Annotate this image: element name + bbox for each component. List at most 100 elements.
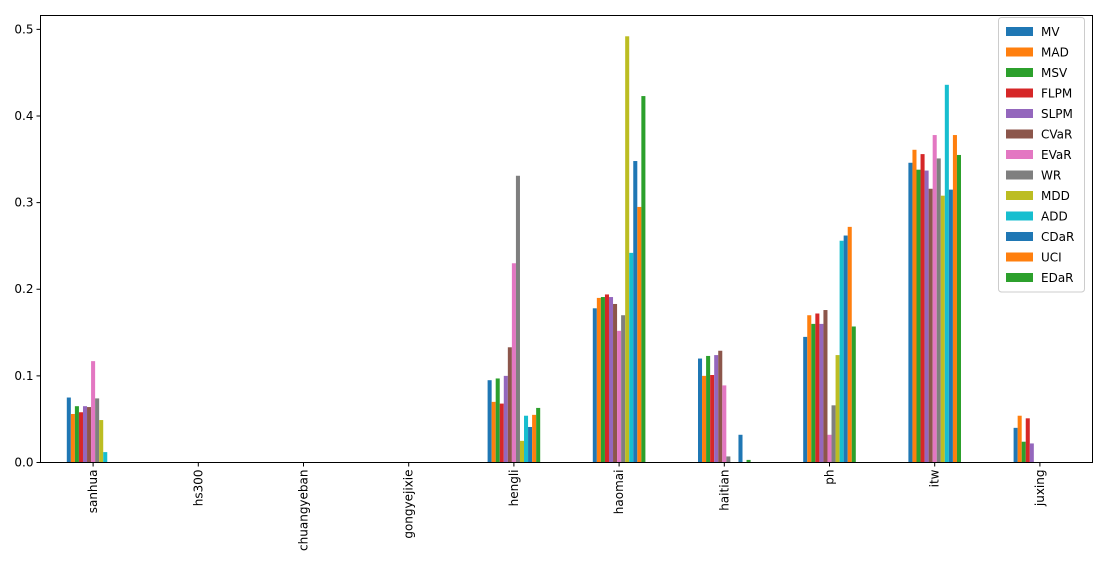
bar-MDD-ph (835, 355, 840, 463)
bar-MSV-haomai (600, 297, 605, 463)
bar-MAD-juxing (1017, 415, 1022, 463)
bar-ADD-sanhua (103, 452, 108, 463)
legend-label: WR (1041, 169, 1061, 183)
legend-swatch (1006, 252, 1033, 262)
bar-CVaR-ph (823, 310, 828, 463)
legend-swatch (1006, 232, 1033, 241)
bar-EVaR-haitian (722, 385, 727, 463)
legend-swatch (1006, 47, 1033, 57)
bar-MSV-itw (916, 169, 921, 463)
bar-UCI-hengli (532, 414, 537, 463)
bar-MDD-hengli (519, 440, 525, 463)
legend-label: UCI (1041, 251, 1062, 265)
x-tick-label: hengli (507, 470, 521, 507)
bar-UCI-itw (952, 135, 957, 463)
bar-FLPM-haomai (604, 294, 609, 463)
bar-MAD-hengli (491, 401, 496, 463)
bar-CDaR-haitian (738, 434, 743, 463)
bar-MV-ph (803, 336, 808, 463)
legend-label: SLPM (1041, 107, 1073, 121)
bar-EVaR-itw (932, 135, 937, 463)
bar-SLPM-haitian (714, 355, 719, 463)
bar-MV-haomai (592, 308, 597, 463)
y-axis: 0.0 0.1 0.2 0.3 0.4 0.5 (14, 22, 41, 470)
legend-label: ADD (1041, 210, 1068, 224)
bar-EDaR-ph (851, 326, 856, 463)
bar-SLPM-juxing (1029, 443, 1034, 463)
x-tick-label: juxing (1033, 470, 1047, 508)
y-tick-label: 0.3 (14, 196, 33, 210)
bar-SLPM-ph (819, 323, 824, 463)
x-tick-label: haomai (612, 470, 626, 515)
bar-ADD-hengli (524, 415, 529, 463)
bar-MV-hengli (487, 380, 492, 463)
bar-EVaR-hengli (511, 263, 516, 463)
x-axis: sanhua hs300 chuangyeban gongyejixie hengli h… (86, 462, 1047, 551)
bar-CVaR-haomai (613, 303, 618, 463)
x-tick-label: haitian (717, 470, 731, 511)
bar-ADD-haomai (629, 252, 634, 463)
bar-FLPM-hengli (499, 403, 504, 463)
bar-MDD-sanhua (99, 420, 104, 463)
x-tick-label: sanhua (86, 470, 100, 514)
legend-label: EVaR (1041, 148, 1072, 162)
x-tick-label: chuangyeban (297, 470, 311, 551)
bar-CVaR-itw (928, 188, 933, 463)
bar-FLPM-ph (815, 313, 820, 463)
x-tick-label: ph (823, 470, 837, 485)
legend-label: FLPM (1041, 87, 1072, 101)
bar-FLPM-juxing (1025, 418, 1030, 463)
bar-ADD-itw (944, 84, 949, 463)
bar-SLPM-haomai (608, 297, 614, 463)
legend-swatch (1006, 191, 1033, 200)
plot-frame (40, 15, 1093, 463)
bar-ADD-ph (839, 240, 844, 463)
bar-WR-ph (831, 405, 836, 463)
legend-swatch (1006, 170, 1033, 180)
bar-MAD-itw (912, 149, 917, 463)
bar-MV-juxing (1013, 427, 1018, 463)
x-tick-label: hs300 (191, 470, 205, 507)
bar-MAD-haomai (596, 297, 601, 463)
bar-CDaR-itw (948, 189, 953, 463)
bar-MSV-hengli (495, 378, 500, 463)
bar-MSV-juxing (1021, 441, 1026, 463)
y-tick-label: 0.0 (14, 456, 33, 470)
bar-EVaR-ph (827, 434, 832, 463)
legend-label: CDaR (1041, 230, 1074, 244)
bar-UCI-ph (847, 226, 852, 463)
legend-label: EDaR (1041, 271, 1074, 285)
bar-EDaR-haomai (641, 96, 646, 463)
legend-label: CVaR (1041, 128, 1072, 142)
bar-SLPM-sanhua (82, 406, 88, 463)
y-tick-label: 0.4 (14, 109, 33, 123)
legend-swatch (1006, 27, 1033, 36)
legend-swatch (1006, 109, 1033, 118)
bar-EVaR-haomai (617, 330, 622, 463)
bar-MSV-ph (811, 323, 816, 463)
legend-box (998, 17, 1085, 293)
x-tick-label: gongyejixie (402, 470, 416, 539)
bar-WR-sanhua (95, 398, 100, 463)
legend-label: MAD (1041, 46, 1069, 60)
bar-MV-sanhua (66, 397, 71, 463)
bar-MSV-sanhua (74, 406, 79, 463)
bar-FLPM-itw (920, 154, 925, 463)
x-tick-label: itw (928, 469, 942, 487)
bars-layer (66, 36, 1034, 463)
bar-WR-haomai (621, 315, 626, 463)
legend-swatch (1006, 88, 1033, 98)
legend-swatch (1006, 211, 1033, 221)
bar-CVaR-hengli (507, 347, 512, 463)
legend-swatch (1006, 273, 1033, 282)
legend-swatch (1006, 68, 1033, 77)
legend-swatch (1006, 129, 1033, 139)
bar-MSV-haitian (706, 355, 711, 463)
bar-CDaR-hengli (528, 426, 533, 463)
bar-CDaR-haomai (633, 161, 638, 463)
legend-swatch (1006, 150, 1033, 159)
bar-EVaR-sanhua (91, 361, 96, 463)
legend-label: MSV (1041, 66, 1068, 80)
bar-FLPM-sanhua (78, 412, 83, 463)
